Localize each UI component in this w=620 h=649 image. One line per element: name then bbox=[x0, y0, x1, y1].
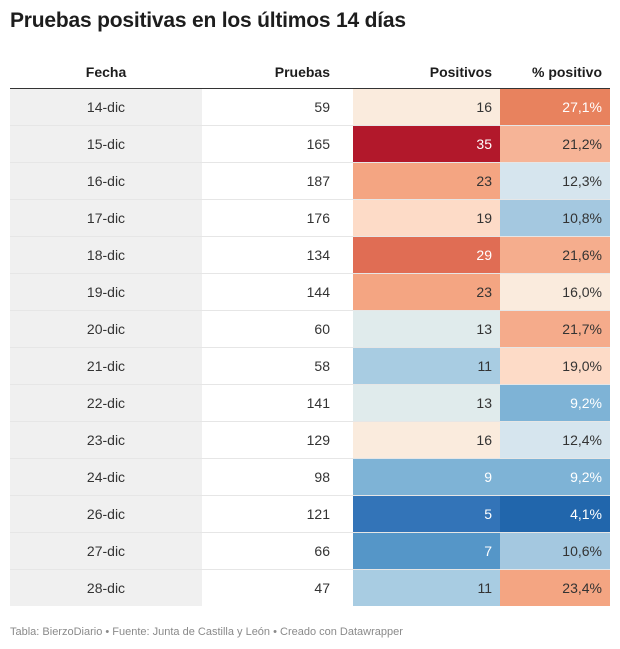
table-row: 21-dic 58 11 19,0% bbox=[10, 347, 610, 385]
cell-gap bbox=[338, 495, 353, 533]
cell-gap bbox=[338, 236, 353, 274]
cell-positivos: 19 bbox=[353, 199, 500, 237]
column-header-pct-positivo[interactable]: % positivo bbox=[500, 55, 610, 89]
cell-gap bbox=[338, 162, 353, 200]
cell-fecha: 14-dic bbox=[10, 88, 202, 126]
cell-pct-positivo: 9,2% bbox=[500, 384, 610, 422]
cell-pct-positivo: 10,8% bbox=[500, 199, 610, 237]
table-row: 22-dic 141 13 9,2% bbox=[10, 384, 610, 422]
cell-gap bbox=[338, 199, 353, 237]
cell-pct-positivo: 23,4% bbox=[500, 569, 610, 606]
cell-pct-positivo: 9,2% bbox=[500, 458, 610, 496]
cell-pruebas: 58 bbox=[202, 347, 338, 385]
cell-positivos: 13 bbox=[353, 384, 500, 422]
cell-pruebas: 98 bbox=[202, 458, 338, 496]
cell-gap bbox=[338, 458, 353, 496]
table-row: 15-dic 165 35 21,2% bbox=[10, 125, 610, 163]
cell-pruebas: 129 bbox=[202, 421, 338, 459]
cell-positivos: 11 bbox=[353, 569, 500, 606]
cell-gap bbox=[338, 421, 353, 459]
cell-pruebas: 134 bbox=[202, 236, 338, 274]
table-row: 17-dic 176 19 10,8% bbox=[10, 199, 610, 237]
cell-gap bbox=[338, 310, 353, 348]
column-header-positivos[interactable]: Positivos bbox=[353, 55, 500, 89]
cell-fecha: 15-dic bbox=[10, 125, 202, 163]
cell-positivos: 29 bbox=[353, 236, 500, 274]
chart-title: Pruebas positivas en los últimos 14 días bbox=[10, 9, 406, 32]
cell-pruebas: 66 bbox=[202, 532, 338, 570]
cell-fecha: 21-dic bbox=[10, 347, 202, 385]
cell-pruebas: 144 bbox=[202, 273, 338, 311]
cell-gap bbox=[338, 88, 353, 126]
cell-gap bbox=[338, 347, 353, 385]
cell-pct-positivo: 12,3% bbox=[500, 162, 610, 200]
cell-pct-positivo: 16,0% bbox=[500, 273, 610, 311]
cell-fecha: 26-dic bbox=[10, 495, 202, 533]
cell-positivos: 16 bbox=[353, 88, 500, 126]
cell-fecha: 18-dic bbox=[10, 236, 202, 274]
cell-pruebas: 176 bbox=[202, 199, 338, 237]
column-header-fecha[interactable]: Fecha bbox=[10, 55, 202, 89]
table-body: 14-dic 59 16 27,1% 15-dic 165 35 21,2% 16-dic 187… bbox=[10, 88, 610, 607]
table-row: 24-dic 98 9 9,2% bbox=[10, 458, 610, 496]
cell-pruebas: 141 bbox=[202, 384, 338, 422]
table-row: 18-dic 134 29 21,6% bbox=[10, 236, 610, 274]
table-row: 16-dic 187 23 12,3% bbox=[10, 162, 610, 200]
cell-fecha: 20-dic bbox=[10, 310, 202, 348]
table-row: 28-dic 47 11 23,4% bbox=[10, 569, 610, 607]
cell-fecha: 16-dic bbox=[10, 162, 202, 200]
cell-gap bbox=[338, 570, 353, 607]
table-row: 14-dic 59 16 27,1% bbox=[10, 88, 610, 126]
cell-fecha: 28-dic bbox=[10, 569, 202, 606]
cell-gap bbox=[338, 384, 353, 422]
cell-pct-positivo: 10,6% bbox=[500, 532, 610, 570]
table-row: 27-dic 66 7 10,6% bbox=[10, 532, 610, 570]
cell-pct-positivo: 21,7% bbox=[500, 310, 610, 348]
cell-pruebas: 59 bbox=[202, 88, 338, 126]
table-row: 20-dic 60 13 21,7% bbox=[10, 310, 610, 348]
cell-fecha: 17-dic bbox=[10, 199, 202, 237]
cell-fecha: 19-dic bbox=[10, 273, 202, 311]
cell-pruebas: 60 bbox=[202, 310, 338, 348]
cell-fecha: 22-dic bbox=[10, 384, 202, 422]
header-row: Fecha Pruebas Positivos % positivo bbox=[10, 55, 610, 89]
cell-gap bbox=[338, 125, 353, 163]
footer-credits: Tabla: BierzoDiario • Fuente: Junta de C… bbox=[10, 626, 403, 638]
column-header-pruebas[interactable]: Pruebas bbox=[202, 55, 338, 89]
cell-pruebas: 121 bbox=[202, 495, 338, 533]
cell-pct-positivo: 21,2% bbox=[500, 125, 610, 163]
cell-positivos: 9 bbox=[353, 458, 500, 496]
cell-pct-positivo: 4,1% bbox=[500, 495, 610, 533]
table-row: 23-dic 129 16 12,4% bbox=[10, 421, 610, 459]
cell-pct-positivo: 21,6% bbox=[500, 236, 610, 274]
cell-pruebas: 165 bbox=[202, 125, 338, 163]
cell-positivos: 5 bbox=[353, 495, 500, 533]
cell-pct-positivo: 19,0% bbox=[500, 347, 610, 385]
cell-positivos: 23 bbox=[353, 273, 500, 311]
table-row: 19-dic 144 23 16,0% bbox=[10, 273, 610, 311]
table-row: 26-dic 121 5 4,1% bbox=[10, 495, 610, 533]
cell-pruebas: 47 bbox=[314, 580, 330, 596]
cell-pct-positivo: 12,4% bbox=[500, 421, 610, 459]
cell-positivos: 23 bbox=[353, 162, 500, 200]
data-table: Fecha Pruebas Positivos % positivo 14-di… bbox=[10, 55, 610, 606]
cell-positivos: 13 bbox=[353, 310, 500, 348]
cell-positivos: 11 bbox=[353, 347, 500, 385]
column-gap bbox=[338, 55, 353, 89]
cell-gap bbox=[338, 273, 353, 311]
cell-fecha: 23-dic bbox=[10, 421, 202, 459]
cell-gap bbox=[338, 532, 353, 570]
cell-positivos: 35 bbox=[353, 125, 500, 163]
cell-fecha: 24-dic bbox=[10, 458, 202, 496]
cell-positivos: 16 bbox=[353, 421, 500, 459]
cell-positivos: 7 bbox=[353, 532, 500, 570]
cell-fecha: 27-dic bbox=[10, 532, 202, 570]
cell-pct-positivo: 27,1% bbox=[500, 88, 610, 126]
cell-pruebas: 187 bbox=[202, 162, 338, 200]
